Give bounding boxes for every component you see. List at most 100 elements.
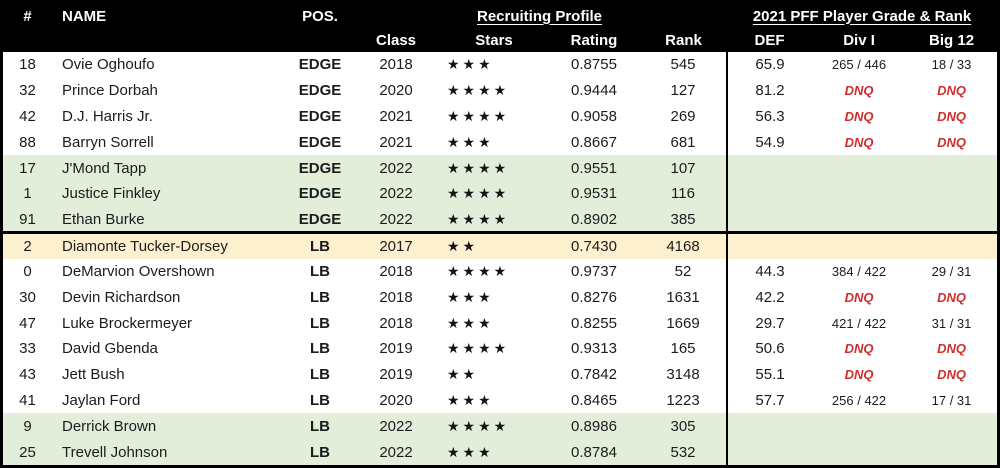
cell-stars-icons: ★★★★	[447, 417, 510, 434]
cell-name: Ovie Oghoufo	[62, 56, 155, 74]
cell-name: D.J. Harris Jr.	[62, 108, 153, 126]
cell-num: 33	[19, 340, 36, 358]
cell-class: 2022	[379, 185, 413, 203]
cell-rating: 0.9531	[571, 185, 617, 203]
cell-big12	[906, 206, 998, 235]
cell-name: Luke Brockermeyer	[62, 314, 193, 332]
cell-stars-icons: ★★★★	[447, 82, 510, 99]
column-header-number: #	[3, 3, 52, 29]
player-row: 25 Trevell Johnson LB 2022 ★★★ 0.8784 532	[3, 439, 998, 465]
cell-def: 29.7	[755, 314, 785, 332]
column-header-class: Class	[352, 29, 440, 52]
cell-name: Ethan Burke	[52, 206, 288, 235]
cell-div1: DNQ	[844, 367, 874, 383]
cell-big12: DNQ	[937, 134, 966, 150]
cell-div1	[812, 206, 907, 235]
cell-rank: 116	[640, 181, 729, 207]
cell-rating: 0.8667	[571, 133, 617, 151]
cell-big12: DNQ	[937, 83, 966, 99]
player-row: 2 Diamonte Tucker-Dorsey LB 2017 ★★ 0.7430 416…	[3, 232, 998, 259]
cell-div1	[812, 181, 906, 207]
cell-rating: 0.9444	[571, 82, 617, 100]
header-row-groups: # NAME POS. Recruiting Profile 2021 PFF …	[3, 3, 998, 29]
cell-class: 2018	[379, 288, 413, 306]
cell-rank: 4168	[640, 232, 729, 259]
subheader-spacer	[3, 29, 52, 52]
cell-stars-icons: ★★★★	[447, 185, 510, 202]
cell-div1: 384 / 422	[831, 263, 887, 279]
cell-stars-icons: ★★★	[447, 391, 494, 408]
column-header-pos: POS.	[288, 3, 352, 29]
group-header-pff-grade-rank-label: 2021 PFF Player Grade & Rank	[752, 7, 972, 25]
cell-num: 43	[19, 366, 36, 384]
cell-def: 57.7	[755, 391, 785, 409]
cell-pos: LB	[310, 237, 330, 255]
cell-big12	[906, 413, 997, 439]
cell-div1	[812, 233, 906, 259]
cell-big12: DNQ	[937, 289, 966, 305]
group-header-pff-grade-rank: 2021 PFF Player Grade & Rank	[727, 3, 998, 29]
header-row-subcolumns: Class Stars Rating Rank DEF Div I Big 12	[3, 29, 998, 52]
column-header-stars: Stars	[440, 29, 548, 52]
cell-div1: DNQ	[844, 83, 874, 99]
cell-def	[727, 233, 812, 259]
cell-rank: 385	[640, 206, 729, 235]
cell-def: 50.6	[755, 340, 785, 358]
cell-def: 44.3	[755, 262, 785, 280]
cell-big12: 29 / 31	[931, 263, 972, 279]
cell-class: 2018	[379, 262, 413, 280]
cell-class: 2022	[352, 206, 440, 235]
cell-name: Jett Bush	[62, 366, 125, 384]
cell-rating: 0.9551	[571, 159, 617, 177]
cell-big12: 17 / 31	[931, 392, 972, 408]
column-header-rank: Rank	[640, 29, 728, 52]
cell-pos: LB	[310, 340, 330, 358]
player-row: 41 Jaylan Ford LB 2020 ★★★ 0.8465 1223 57.7 256 …	[3, 387, 998, 414]
table-body: 18 Ovie Oghoufo EDGE 2018 ★★★ 0.8755 545 65.9 26…	[3, 52, 998, 465]
cell-rating: 0.7842	[571, 366, 617, 384]
cell-rating: 0.9313	[571, 340, 617, 358]
cell-rank: 1223	[640, 387, 729, 414]
cell-num: 91	[3, 206, 52, 235]
cell-class: 2018	[379, 314, 413, 332]
cell-pos: EDGE	[298, 133, 342, 151]
cell-rank: 305	[640, 413, 729, 440]
cell-pos: EDGE	[298, 185, 342, 203]
cell-name: Barryn Sorrell	[62, 133, 154, 151]
cell-big12	[906, 155, 997, 181]
cell-num: 41	[19, 391, 36, 409]
cell-stars-icons: ★★★★	[447, 340, 510, 357]
cell-rating: 0.9058	[571, 108, 617, 126]
table-header: # NAME POS. Recruiting Profile 2021 PFF …	[3, 3, 998, 52]
cell-rank: 681	[640, 129, 729, 156]
cell-pos: LB	[310, 366, 330, 384]
cell-def: 42.2	[755, 288, 785, 306]
cell-num: 18	[19, 56, 36, 74]
cell-rating: 0.8276	[571, 288, 617, 306]
cell-rank: 269	[640, 103, 729, 130]
player-row: 32 Prince Dorbah EDGE 2020 ★★★★ 0.9444 127 81.2…	[3, 77, 998, 104]
cell-rank: 165	[640, 335, 729, 362]
cell-def	[727, 206, 813, 235]
cell-div1	[812, 413, 906, 439]
cell-class: 2021	[379, 133, 413, 151]
cell-div1: DNQ	[844, 134, 874, 150]
player-row: 18 Ovie Oghoufo EDGE 2018 ★★★ 0.8755 545 65.9 26…	[3, 52, 998, 78]
cell-num: 42	[19, 108, 36, 126]
cell-def	[727, 413, 812, 439]
player-row: 47 Luke Brockermeyer LB 2018 ★★★ 0.8255 1669 29…	[3, 310, 998, 336]
roster-table: # NAME POS. Recruiting Profile 2021 PFF …	[3, 3, 998, 465]
cell-def: 81.2	[755, 82, 785, 100]
group-header-recruiting-profile: Recruiting Profile	[352, 3, 728, 29]
group-header-recruiting-profile-label: Recruiting Profile	[477, 7, 603, 25]
cell-rating: 0.9737	[571, 262, 617, 280]
cell-div1: DNQ	[844, 109, 874, 125]
cell-rank: 545	[640, 52, 729, 78]
cell-stars-icons: ★★★★	[447, 159, 510, 176]
cell-pos: LB	[310, 391, 330, 409]
cell-big12: 31 / 31	[931, 315, 972, 331]
cell-class: 2020	[379, 391, 413, 409]
cell-stars-icons: ★★	[447, 366, 479, 383]
cell-div1: 265 / 446	[831, 57, 887, 73]
cell-class: 2017	[379, 237, 413, 255]
